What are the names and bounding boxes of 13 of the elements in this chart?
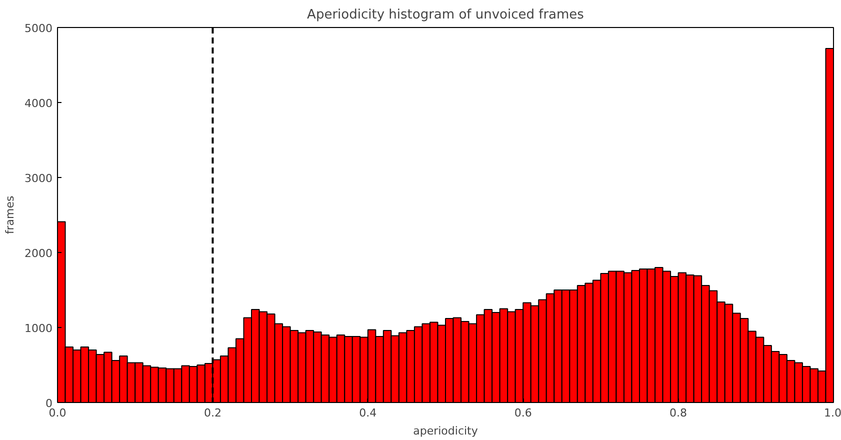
x-tick-label: 0.6 [514, 406, 532, 420]
y-tick-label: 4000 [24, 97, 53, 110]
x-tick-label: 0.8 [670, 406, 688, 420]
y-axis-title: frames [4, 196, 17, 234]
x-axis-title: aperiodicity [413, 424, 478, 438]
chart-title: Aperiodicity histogram of unvoiced frames [307, 8, 584, 22]
x-tick-label: 0.2 [204, 406, 222, 420]
y-tick-label: 5000 [24, 22, 53, 35]
x-tick-label: 1.0 [824, 406, 841, 420]
y-tick-label: 2000 [24, 247, 53, 260]
y-tick-label: 3000 [24, 172, 53, 185]
x-tick-label: 0.4 [359, 406, 377, 420]
y-tick-label: 1000 [24, 322, 53, 335]
